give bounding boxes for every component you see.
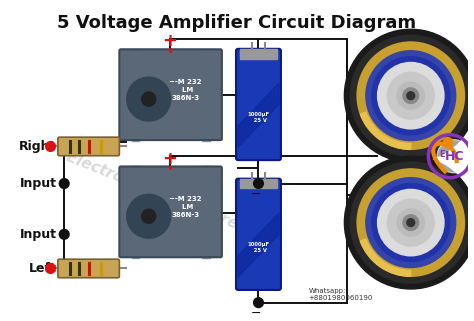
Wedge shape (360, 112, 411, 149)
Circle shape (387, 199, 434, 246)
Circle shape (372, 184, 450, 262)
Bar (240, 49, 277, 58)
Circle shape (127, 77, 171, 121)
FancyBboxPatch shape (58, 137, 119, 156)
Bar (132, 135, 139, 141)
Polygon shape (238, 83, 279, 147)
Circle shape (127, 194, 171, 238)
Text: Electronics Help Care: Electronics Help Care (64, 149, 240, 232)
Text: −: − (250, 187, 261, 200)
Text: E: E (439, 150, 445, 159)
FancyBboxPatch shape (236, 49, 281, 160)
Circle shape (254, 298, 264, 308)
Text: Left: Left (28, 262, 56, 275)
Circle shape (443, 138, 453, 147)
Circle shape (59, 179, 69, 188)
Polygon shape (238, 213, 279, 277)
Text: Whatsapp:
+8801980060190: Whatsapp: +8801980060190 (308, 288, 373, 301)
Circle shape (366, 178, 456, 267)
Text: 1000μF
  25 V: 1000μF 25 V (247, 112, 270, 123)
Text: Input: Input (19, 228, 56, 241)
Circle shape (403, 215, 419, 230)
Circle shape (366, 51, 456, 141)
Circle shape (397, 209, 424, 236)
Circle shape (378, 189, 444, 256)
Text: +: + (162, 150, 177, 168)
FancyBboxPatch shape (236, 179, 281, 290)
Bar (132, 252, 139, 258)
Wedge shape (360, 239, 411, 276)
Circle shape (357, 42, 465, 149)
Circle shape (142, 209, 156, 223)
Circle shape (407, 92, 415, 100)
Text: +: + (162, 32, 177, 50)
Circle shape (350, 162, 471, 283)
Circle shape (397, 82, 424, 109)
Text: Right: Right (19, 140, 56, 153)
Bar (202, 166, 210, 172)
Circle shape (372, 56, 450, 135)
Circle shape (345, 156, 474, 289)
Text: HC: HC (445, 150, 465, 163)
Bar (132, 49, 139, 55)
Circle shape (403, 88, 419, 103)
Text: −: − (250, 307, 261, 320)
Bar (202, 49, 210, 55)
Circle shape (357, 169, 465, 276)
Circle shape (407, 219, 415, 227)
Text: ~-M 232
  LM
386N-3: ~-M 232 LM 386N-3 (169, 196, 202, 219)
Circle shape (378, 63, 444, 129)
FancyBboxPatch shape (119, 167, 222, 257)
Circle shape (59, 230, 69, 239)
Circle shape (387, 72, 434, 119)
Circle shape (46, 264, 55, 273)
Bar (202, 135, 210, 141)
Bar (202, 252, 210, 258)
Circle shape (142, 92, 156, 106)
Bar (132, 166, 139, 172)
Text: ~-M 232
  LM
386N-3: ~-M 232 LM 386N-3 (169, 79, 202, 101)
Circle shape (350, 35, 471, 156)
Circle shape (254, 179, 264, 188)
Text: 5 Voltage Amplifier Circuit Diagram: 5 Voltage Amplifier Circuit Diagram (57, 14, 417, 32)
Text: Input: Input (19, 177, 56, 190)
Bar (240, 179, 277, 188)
FancyBboxPatch shape (58, 259, 119, 278)
Text: 1000μF
  25 V: 1000μF 25 V (247, 242, 270, 253)
Circle shape (46, 142, 55, 151)
Circle shape (345, 29, 474, 162)
Circle shape (437, 140, 470, 173)
FancyBboxPatch shape (119, 49, 222, 140)
